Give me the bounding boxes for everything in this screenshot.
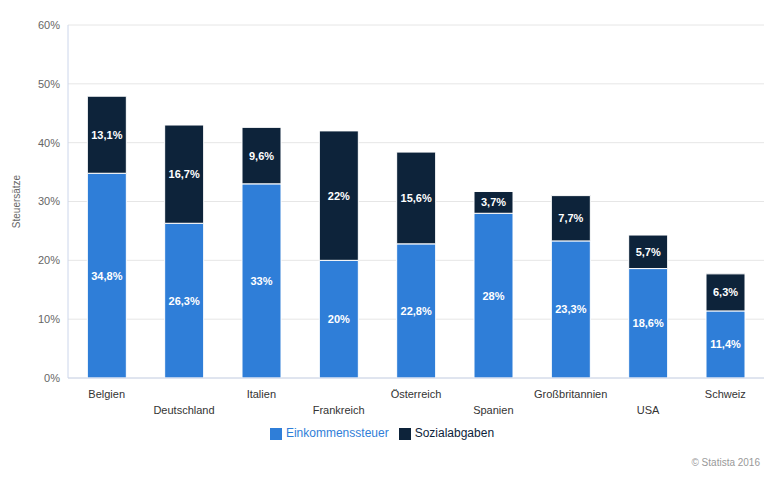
svg-text:26,3%: 26,3% [169,295,200,307]
svg-text:15,6%: 15,6% [401,192,432,204]
svg-text:Belgien: Belgien [88,388,125,400]
svg-text:Italien: Italien [247,388,276,400]
svg-text:30%: 30% [38,195,60,207]
svg-text:18,6%: 18,6% [633,317,664,329]
svg-text:28%: 28% [482,290,504,302]
svg-text:USA: USA [637,404,660,416]
svg-text:Schweiz: Schweiz [705,388,746,400]
svg-text:11,4%: 11,4% [710,338,741,350]
svg-text:10%: 10% [38,313,60,325]
html-text:© Statista 2016: © Statista 2016 [691,457,760,468]
svg-text:9,6%: 9,6% [249,150,274,162]
svg-text:0%: 0% [44,372,60,384]
svg-text:5,7%: 5,7% [636,246,661,258]
svg-text:Spanien: Spanien [473,404,513,416]
svg-text:20%: 20% [328,313,350,325]
svg-text:Deutschland: Deutschland [153,404,214,416]
svg-text:6,3%: 6,3% [713,286,738,298]
svg-text:16,7%: 16,7% [169,168,200,180]
svg-text:60%: 60% [38,19,60,31]
svg-text:Österreich: Österreich [391,388,442,400]
svg-text:Großbritannien: Großbritannien [534,388,607,400]
svg-text:34,8%: 34,8% [91,270,122,282]
html-text:Sozialabgaben: Sozialabgaben [414,426,495,440]
svg-text:33%: 33% [250,275,272,287]
svg-text:3,7%: 3,7% [481,196,506,208]
svg-text:23,3%: 23,3% [555,303,586,315]
svg-text:13,1%: 13,1% [91,129,122,141]
svg-text:7,7%: 7,7% [558,212,583,224]
svg-text:Steuersätze: Steuersätze [11,174,22,228]
svg-text:50%: 50% [38,78,60,90]
svg-text:20%: 20% [38,254,60,266]
svg-text:22,8%: 22,8% [401,305,432,317]
svg-text:Frankreich: Frankreich [313,404,365,416]
html-text:Einkommenssteuer: Einkommenssteuer [285,426,389,440]
svg-text:40%: 40% [38,137,60,149]
svg-text:22%: 22% [328,190,350,202]
